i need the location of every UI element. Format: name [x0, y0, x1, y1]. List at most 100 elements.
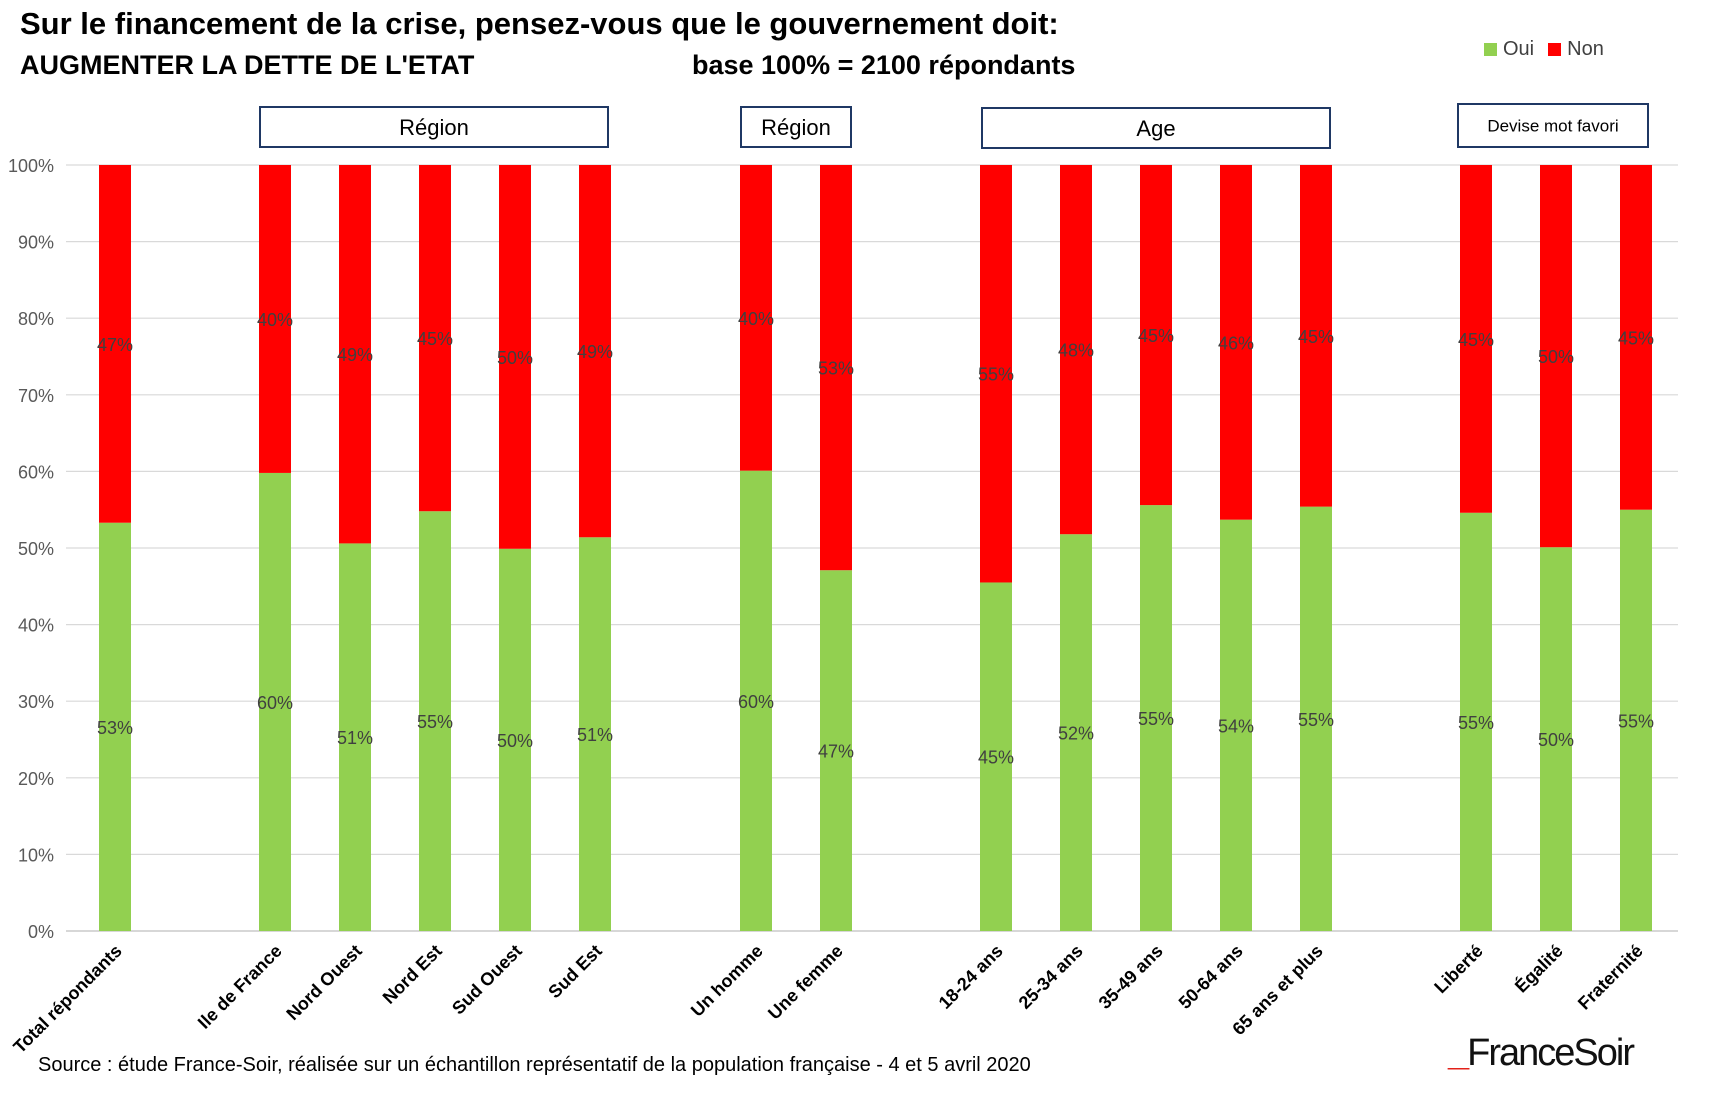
data-label-non: 53% [818, 359, 854, 379]
y-tick-label: 50% [18, 539, 54, 559]
source-note: Source : étude France-Soir, réalisée sur… [38, 1054, 1031, 1076]
data-label-non: 45% [1458, 330, 1494, 350]
x-category-label: 50-64 ans [1175, 941, 1247, 1013]
data-label-oui: 54% [1218, 716, 1254, 736]
group-header-label: Région [399, 115, 469, 140]
y-tick-label: 100% [8, 156, 54, 176]
data-label-oui: 45% [978, 748, 1014, 768]
data-label-oui: 50% [1538, 730, 1574, 750]
bar-oui [1460, 512, 1492, 931]
data-label-oui: 55% [1458, 713, 1494, 733]
y-tick-label: 40% [18, 616, 54, 636]
legend: Oui Non [1484, 38, 1618, 61]
data-label-oui: 55% [1138, 709, 1174, 729]
data-label-non: 55% [978, 365, 1014, 385]
x-category-label: Sud Ouest [448, 941, 526, 1019]
bar-non [1060, 165, 1092, 535]
group-header-box [1457, 103, 1649, 148]
data-label-non: 45% [1138, 326, 1174, 346]
bar-non [1300, 165, 1332, 507]
data-label-non: 45% [1618, 328, 1654, 348]
bar-oui [1540, 547, 1572, 931]
bar-oui [820, 570, 852, 931]
bar-non [579, 165, 611, 538]
data-label-non: 49% [337, 345, 373, 365]
chart-subtitle: AUGMENTER LA DETTE DE L'ETAT [20, 50, 475, 80]
bar-oui [419, 511, 451, 931]
bar-oui [499, 548, 531, 931]
legend-item-non: Non [1548, 38, 1604, 61]
bar-non [1140, 165, 1172, 506]
y-tick-label: 60% [18, 462, 54, 482]
data-label-oui: 60% [257, 693, 293, 713]
data-label-oui: 51% [577, 725, 613, 745]
bar-non [1460, 165, 1492, 513]
bar-non [499, 165, 531, 549]
x-category-label: 18-24 ans [935, 941, 1007, 1013]
data-label-oui: 50% [497, 731, 533, 751]
legend-swatch-oui [1484, 43, 1497, 56]
group-header-box [981, 107, 1331, 149]
y-tick-label: 0% [28, 922, 54, 942]
x-category-label: 35-49 ans [1095, 941, 1167, 1013]
x-category-label: Un homme [687, 941, 767, 1021]
x-category-label: Liberté [1430, 941, 1487, 998]
y-tick-label: 30% [18, 692, 54, 712]
bar-non [740, 165, 772, 471]
bar-non [1540, 165, 1572, 548]
legend-swatch-non [1548, 43, 1562, 56]
x-category-label: Total répondants [9, 941, 125, 1057]
bar-non [820, 165, 852, 571]
bar-non [980, 165, 1012, 583]
data-label-non: 40% [738, 309, 774, 329]
bar-oui [1140, 505, 1172, 931]
y-tick-label: 90% [18, 233, 54, 253]
data-label-non: 50% [497, 348, 533, 368]
bar-oui [1220, 519, 1252, 931]
data-label-non: 40% [257, 310, 293, 330]
data-label-non: 45% [417, 329, 453, 349]
data-label-oui: 55% [1618, 711, 1654, 731]
data-label-oui: 55% [1298, 710, 1334, 730]
bar-oui [1300, 506, 1332, 931]
bar-non [1220, 165, 1252, 520]
bar-non [339, 165, 371, 544]
bar-oui [99, 522, 131, 931]
data-label-oui: 55% [417, 712, 453, 732]
bar-non [99, 165, 131, 523]
chart-title: Sur le financement de la crise, pensez-v… [20, 6, 1059, 41]
legend-label-non: Non [1567, 38, 1604, 60]
bar-oui [339, 543, 371, 931]
data-label-non: 50% [1538, 347, 1574, 367]
x-category-label: Sud Est [544, 941, 606, 1003]
bar-oui [980, 582, 1012, 931]
data-label-oui: 52% [1058, 724, 1094, 744]
bar-non [1620, 165, 1652, 510]
bar-oui [259, 472, 291, 931]
x-category-label: Nord Est [379, 941, 446, 1008]
legend-item-oui: Oui [1484, 38, 1534, 61]
data-label-non: 48% [1058, 341, 1094, 361]
y-tick-label: 20% [18, 769, 54, 789]
y-tick-label: 10% [18, 845, 54, 865]
bar-non [419, 165, 451, 512]
legend-label-oui: Oui [1503, 38, 1535, 60]
base-note: base 100% = 2100 répondants [692, 50, 1076, 80]
logo-prefix: _ [1448, 1032, 1469, 1074]
data-label-oui: 47% [818, 742, 854, 762]
x-category-label: Égalité [1510, 940, 1567, 997]
data-label-non: 47% [97, 335, 133, 355]
x-category-label: Ile de France [194, 941, 286, 1033]
bar-non [259, 165, 291, 473]
data-label-non: 45% [1298, 327, 1334, 347]
y-tick-label: 80% [18, 309, 54, 329]
x-category-label: Fraternité [1574, 941, 1647, 1014]
x-category-label: Une femme [764, 941, 847, 1024]
data-label-non: 46% [1218, 333, 1254, 353]
bar-oui [579, 537, 611, 931]
group-header-label: Devise mot favori [1487, 117, 1618, 136]
data-label-oui: 53% [97, 718, 133, 738]
bar-oui [1620, 509, 1652, 931]
x-category-label: Nord Ouest [282, 941, 365, 1024]
